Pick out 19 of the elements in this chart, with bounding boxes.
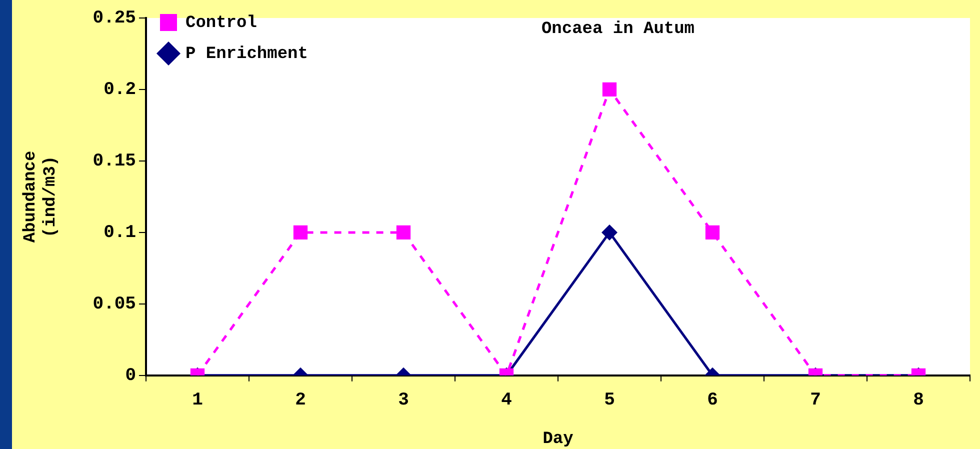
legend-label: P Enrichment xyxy=(186,44,308,64)
x-tick-label: 3 xyxy=(398,390,409,411)
y-tick-label: 0.1 xyxy=(104,222,136,243)
x-tick-label: 1 xyxy=(192,390,204,411)
x-tick-label: 2 xyxy=(295,390,306,411)
x-tick-label: 6 xyxy=(707,390,718,411)
y-tick-label: 0.2 xyxy=(104,80,136,100)
y-tick-label: 0.05 xyxy=(92,294,136,314)
y-tick-label: 0.25 xyxy=(92,8,136,29)
x-axis-title: Day xyxy=(542,430,574,449)
x-tick-label: 5 xyxy=(604,390,615,411)
x-tick-label: 7 xyxy=(810,390,821,411)
y-tick-label: 0.15 xyxy=(92,151,136,172)
y-axis-title: Abundance (ind/m3) xyxy=(21,150,60,243)
y-tick-label: 0 xyxy=(125,366,136,386)
chart-title: Oncaea in Autum xyxy=(541,20,695,39)
legend-label: Control xyxy=(186,14,257,33)
x-tick-label: 8 xyxy=(913,390,924,411)
x-tick-label: 4 xyxy=(501,390,512,411)
